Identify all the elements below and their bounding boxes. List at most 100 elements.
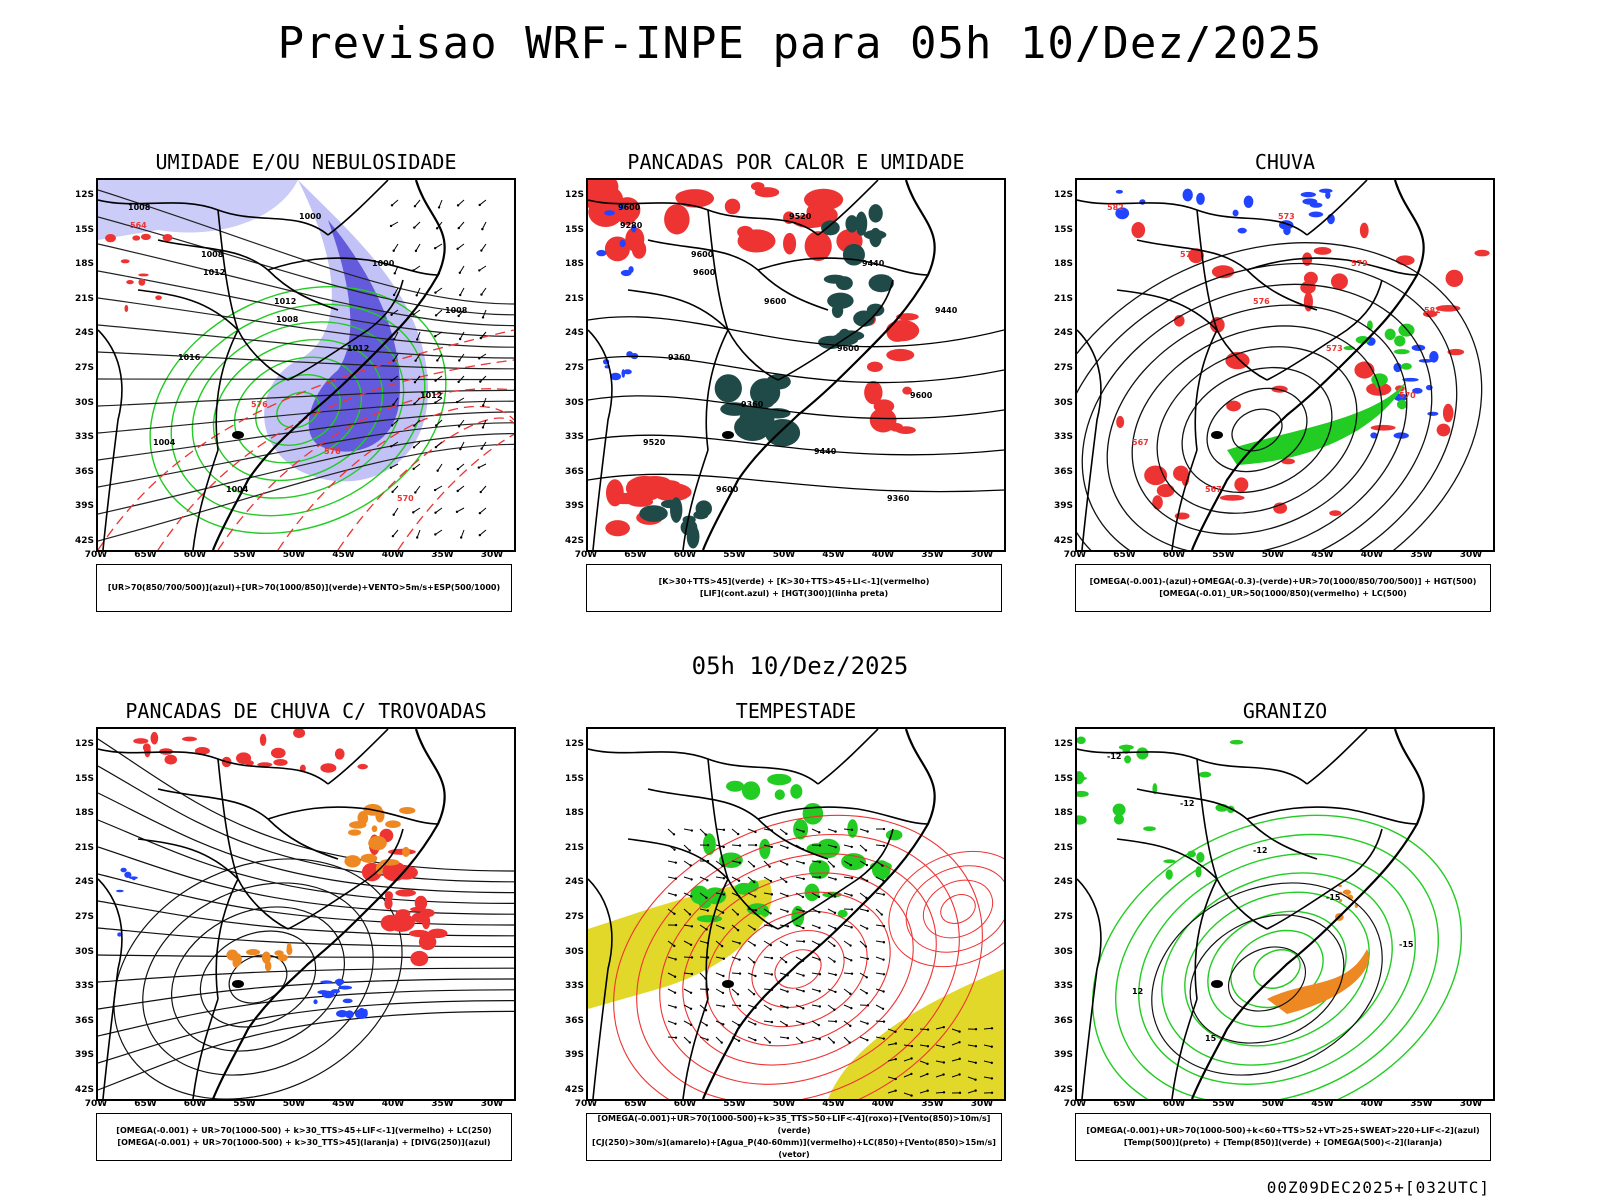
contour-label: 12 bbox=[1132, 987, 1143, 996]
wind-vector bbox=[393, 353, 399, 361]
wind-vector-head bbox=[882, 1037, 886, 1040]
wind-vector bbox=[875, 924, 884, 927]
wind-vector-head bbox=[942, 1045, 945, 1049]
wind-vector-head bbox=[850, 926, 853, 929]
wind-vector bbox=[715, 988, 724, 994]
longitude-label: 65W bbox=[134, 550, 157, 560]
wind-vector bbox=[747, 972, 756, 977]
latitude-label: 42S bbox=[1053, 1085, 1073, 1095]
wind-vector-head bbox=[882, 893, 886, 896]
rain-area-red bbox=[1436, 423, 1451, 437]
rain-area-red bbox=[1234, 477, 1249, 492]
wind-vector bbox=[763, 972, 772, 975]
wind-vector bbox=[843, 940, 851, 946]
wind-vector bbox=[811, 972, 820, 975]
political-border bbox=[647, 239, 829, 311]
wind-vector bbox=[983, 1076, 992, 1079]
wind-vector bbox=[811, 908, 820, 913]
convective-area-teal bbox=[686, 525, 700, 549]
wind-vector-head bbox=[673, 912, 676, 915]
rain-area-red bbox=[1395, 255, 1415, 266]
wind-vector-head bbox=[834, 990, 837, 994]
coastline bbox=[1190, 180, 1425, 550]
longitude-label: 50W bbox=[772, 1099, 796, 1109]
wind-vector bbox=[393, 243, 399, 252]
longitude-label: 70W bbox=[1063, 1099, 1087, 1109]
map-canvas bbox=[588, 729, 1004, 1099]
wind-vector-head bbox=[434, 401, 437, 404]
wind-vector-head bbox=[834, 830, 837, 833]
rain-area-green bbox=[1400, 362, 1412, 370]
wind-vector bbox=[843, 972, 853, 975]
omega-area-blue bbox=[1402, 377, 1419, 382]
thunderstorm-area-red bbox=[181, 736, 198, 742]
wind-vector bbox=[458, 419, 465, 427]
contour-label: 573 bbox=[1326, 344, 1343, 353]
rain-area-red bbox=[1354, 361, 1375, 379]
wind-850-area-green bbox=[741, 781, 761, 800]
showers-area-orange bbox=[368, 835, 387, 851]
rain-area-red bbox=[1370, 424, 1396, 431]
lifted-index-contour bbox=[620, 269, 632, 277]
wind-vector bbox=[935, 1060, 944, 1063]
thunderstorm-area-red bbox=[334, 748, 345, 760]
legend-line: [CJ(250)>30m/s](amarelo)+[Agua_P(40-60mm… bbox=[592, 1138, 996, 1159]
divergence-area-blue bbox=[116, 889, 124, 893]
rain-area-red bbox=[1116, 415, 1125, 429]
wind-vector-head bbox=[958, 1073, 961, 1076]
wind-vector-head bbox=[990, 1077, 994, 1080]
wind-vector-head bbox=[770, 1020, 774, 1024]
latitude-label: 42S bbox=[1053, 536, 1073, 546]
longitude-label: 65W bbox=[1113, 550, 1136, 560]
rain-area-red bbox=[1474, 249, 1490, 257]
wind-vector bbox=[414, 199, 421, 207]
omega-area-blue bbox=[1115, 189, 1123, 194]
wind-vector bbox=[859, 828, 868, 832]
latitude-label: 36S bbox=[564, 1015, 584, 1026]
wind-vector-head bbox=[942, 1061, 946, 1064]
height-300-contour bbox=[588, 473, 1004, 493]
latitude-label: 30S bbox=[1053, 397, 1073, 408]
wind-vector bbox=[843, 956, 852, 961]
thunderstorm-area-red bbox=[395, 889, 416, 897]
wind-vector bbox=[875, 940, 884, 943]
latitude-label: 30S bbox=[74, 946, 94, 957]
wind-vector bbox=[935, 1044, 944, 1048]
wind-vector bbox=[699, 972, 706, 980]
wind-vector-head bbox=[786, 1006, 789, 1009]
longitude-label: 70W bbox=[1063, 550, 1087, 560]
streamline bbox=[98, 978, 514, 1010]
wind-vector bbox=[843, 892, 852, 896]
contour-label: 582 bbox=[1107, 203, 1124, 212]
wind-vector-head bbox=[721, 911, 725, 914]
wind-vector-head bbox=[706, 879, 709, 882]
height-500-contour bbox=[1181, 366, 1333, 494]
wind-vector bbox=[435, 441, 443, 448]
longitude-label: 30W bbox=[970, 1099, 994, 1109]
wind-vector-head bbox=[801, 895, 805, 899]
political-border bbox=[267, 806, 439, 825]
wind-vector-head bbox=[434, 445, 438, 449]
temp-500-contour bbox=[1189, 914, 1345, 1044]
wind-vector-head bbox=[391, 534, 395, 538]
wind-vector-head bbox=[850, 908, 854, 911]
wind-vector bbox=[951, 1028, 960, 1033]
wind-vector-head bbox=[459, 447, 462, 451]
latitude-label: 21S bbox=[74, 842, 94, 853]
wind-vector bbox=[875, 972, 884, 975]
forecast-map-5 bbox=[586, 727, 1006, 1101]
thickness-line bbox=[337, 417, 514, 550]
longitude-label: 65W bbox=[624, 550, 647, 560]
political-border bbox=[1077, 878, 1102, 1099]
wind-vector bbox=[875, 892, 884, 896]
rain-cell bbox=[138, 273, 149, 277]
latitude-label: 15S bbox=[564, 224, 584, 235]
wind-vector-head bbox=[390, 313, 393, 316]
wind-850-area-green bbox=[760, 907, 770, 917]
contour-label: -12 bbox=[1180, 799, 1194, 808]
wind-vector-head bbox=[688, 913, 692, 916]
height-500-contour bbox=[1077, 262, 1458, 550]
wind-vector bbox=[887, 1043, 896, 1046]
forecast-map-3: 582 576 576 573 570 567 567 573 579 582 bbox=[1075, 178, 1495, 552]
lifted-index-contour bbox=[619, 239, 626, 248]
